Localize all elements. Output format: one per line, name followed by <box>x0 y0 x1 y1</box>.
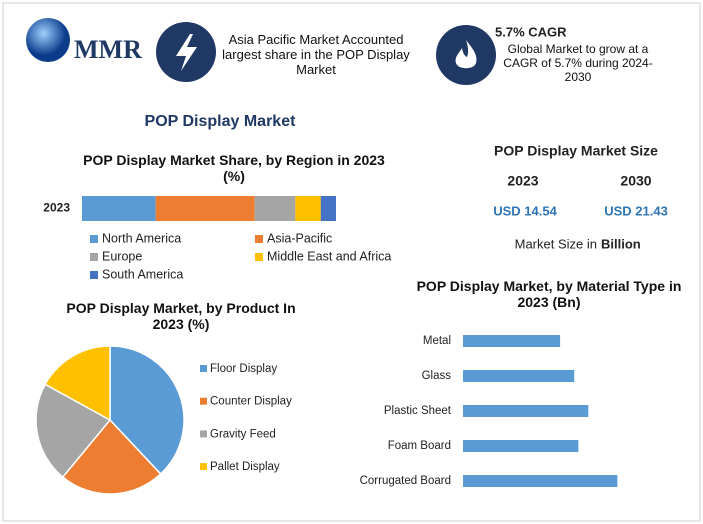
legend-label: Gravity Feed <box>210 428 276 440</box>
size-note: Market Size in <box>515 236 597 251</box>
logo-globe <box>26 18 70 62</box>
category-label: 2023 <box>43 201 70 215</box>
category-label: Metal <box>423 335 451 347</box>
size-value: USD 14.54 <box>493 203 557 218</box>
bar-segment <box>155 196 255 221</box>
bar <box>463 335 561 347</box>
legend-swatch <box>90 271 98 279</box>
legend-swatch <box>255 235 263 243</box>
bar-segment <box>254 196 296 221</box>
legend-swatch <box>200 365 207 372</box>
legend-swatch <box>90 235 98 243</box>
size-value: USD 21.43 <box>604 203 668 218</box>
legend-label: Europe <box>102 249 142 263</box>
legend-label: South America <box>102 267 183 281</box>
category-label: Glass <box>422 370 452 382</box>
legend-label: Middle East and Africa <box>267 249 391 263</box>
legend-label: Asia-Pacific <box>267 231 332 245</box>
lightning-shape <box>176 34 197 71</box>
year: 2023 <box>507 173 538 189</box>
category-label: Corrugated Board <box>360 475 451 487</box>
pie-slice <box>44 345 111 422</box>
info-text: Asia Pacific Market Accounted largest sh… <box>222 32 410 77</box>
legend-swatch <box>200 430 207 438</box>
flame-shape <box>455 40 477 69</box>
bar-segment <box>82 196 156 221</box>
legend-swatch <box>255 253 263 261</box>
flame-icon <box>436 25 496 85</box>
year: 2030 <box>620 173 651 189</box>
pie-slice <box>35 383 112 479</box>
cagr-title: 5.7% CAGR <box>495 24 567 39</box>
chart-title: POP Display Market, by Material Type in … <box>416 278 682 310</box>
legend-label: Pallet Display <box>210 461 280 473</box>
size-unit: Billion <box>601 236 641 251</box>
legend-swatch <box>200 397 207 405</box>
bar <box>463 370 575 382</box>
chart-title: POP Display Market Share, by Region in 2… <box>83 152 385 184</box>
chart-title: POP Display Market, by Product In 2023 (… <box>66 300 296 332</box>
bar <box>463 405 589 417</box>
pie-slice <box>109 345 185 476</box>
legend-label: Floor Display <box>210 363 277 375</box>
bar-segment <box>295 196 321 221</box>
legend-swatch <box>90 253 98 261</box>
legend-swatch <box>200 463 207 471</box>
category-label: Foam Board <box>388 440 451 452</box>
bar-segment <box>320 196 336 221</box>
bar <box>463 440 579 452</box>
pie-slice <box>61 418 162 495</box>
cagr-text: Global Market to grow at a CAGR of 5.7% … <box>503 42 653 84</box>
legend-label: Counter Display <box>210 396 292 408</box>
legend-label: North America <box>102 231 181 245</box>
category-label: Plastic Sheet <box>384 405 452 417</box>
page-title: POP Display Market <box>145 113 297 130</box>
logo-text: MMR <box>74 35 142 64</box>
size-title: POP Display Market Size <box>494 143 658 159</box>
bar <box>463 475 618 487</box>
